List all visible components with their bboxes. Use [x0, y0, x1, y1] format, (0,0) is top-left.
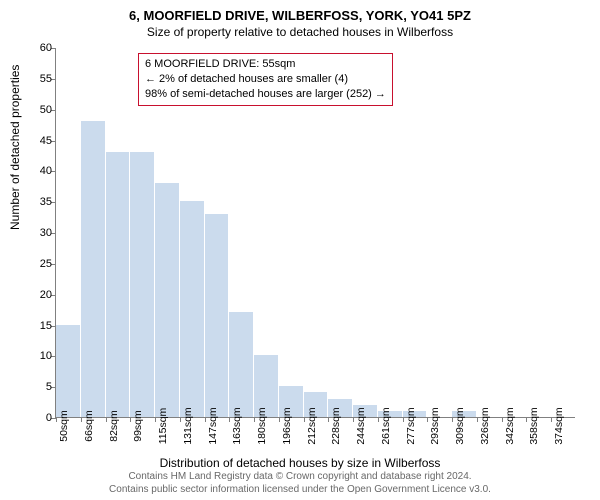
x-tick: [180, 417, 181, 422]
x-tick: [56, 417, 57, 422]
x-tick-label: 115sqm: [157, 408, 169, 445]
x-tick: [81, 417, 82, 422]
x-tick-label: 342sqm: [504, 407, 516, 444]
histogram-bar: [106, 152, 131, 417]
x-tick: [403, 417, 404, 422]
x-tick: [353, 417, 354, 422]
x-tick: [254, 417, 255, 422]
x-tick-label: 212sqm: [306, 407, 318, 444]
x-tick-label: 228sqm: [330, 407, 342, 444]
annotation-line-3: 98% of semi-detached houses are larger (…: [145, 87, 386, 102]
y-tick-label: 55: [22, 73, 52, 85]
chart-plot-area: 6 MOORFIELD DRIVE: 55sqm ← 2% of detache…: [55, 48, 575, 418]
x-tick-label: 66sqm: [83, 410, 95, 442]
x-tick-label: 196sqm: [281, 407, 293, 444]
x-tick-label: 293sqm: [429, 407, 441, 444]
chart-title-main: 6, MOORFIELD DRIVE, WILBERFOSS, YORK, YO…: [0, 0, 600, 23]
footer-line-2: Contains public sector information licen…: [0, 484, 600, 497]
x-tick-label: 147sqm: [207, 407, 219, 444]
x-tick: [106, 417, 107, 422]
y-tick-label: 15: [22, 320, 52, 332]
histogram-bar: [180, 201, 205, 417]
x-tick-label: 50sqm: [58, 410, 70, 442]
chart-footer: Contains HM Land Registry data © Crown c…: [0, 471, 600, 496]
footer-line-1: Contains HM Land Registry data © Crown c…: [0, 471, 600, 484]
histogram-bar: [130, 152, 155, 417]
chart-title-sub: Size of property relative to detached ho…: [0, 23, 600, 39]
x-tick-label: 131sqm: [182, 407, 194, 444]
x-tick: [477, 417, 478, 422]
x-tick-label: 82sqm: [108, 410, 120, 442]
y-tick-label: 40: [22, 165, 52, 177]
y-tick-label: 25: [22, 258, 52, 270]
x-axis-label: Distribution of detached houses by size …: [0, 456, 600, 470]
x-tick-label: 374sqm: [553, 407, 565, 444]
x-tick-label: 99sqm: [132, 410, 144, 442]
histogram-bar: [229, 312, 254, 417]
annotation-line-1: 6 MOORFIELD DRIVE: 55sqm: [145, 57, 386, 72]
x-tick: [304, 417, 305, 422]
y-tick-label: 5: [22, 381, 52, 393]
x-tick-label: 358sqm: [528, 407, 540, 444]
x-tick-label: 244sqm: [355, 407, 367, 444]
histogram-bar: [205, 214, 230, 418]
y-tick-label: 10: [22, 350, 52, 362]
x-tick: [205, 417, 206, 422]
x-tick-label: 180sqm: [256, 407, 268, 444]
y-tick-label: 35: [22, 196, 52, 208]
histogram-bar: [56, 325, 81, 418]
x-tick: [279, 417, 280, 422]
x-tick-label: 326sqm: [479, 407, 491, 444]
y-tick-label: 20: [22, 289, 52, 301]
histogram-bar: [81, 121, 106, 417]
y-tick-label: 60: [22, 42, 52, 54]
y-tick-label: 45: [22, 135, 52, 147]
x-tick: [378, 417, 379, 422]
x-tick: [502, 417, 503, 422]
annotation-line-2: ← 2% of detached houses are smaller (4): [145, 72, 386, 87]
x-tick: [155, 417, 156, 422]
x-tick-label: 277sqm: [405, 407, 417, 444]
property-annotation-box: 6 MOORFIELD DRIVE: 55sqm ← 2% of detache…: [138, 53, 393, 106]
y-tick-label: 0: [22, 412, 52, 424]
histogram-bar: [155, 183, 180, 417]
y-axis-label: Number of detached properties: [8, 65, 22, 230]
x-tick-label: 261sqm: [380, 407, 392, 444]
y-tick-label: 30: [22, 227, 52, 239]
x-tick-label: 309sqm: [454, 407, 466, 444]
x-tick-label: 163sqm: [231, 407, 243, 444]
y-tick-label: 50: [22, 104, 52, 116]
